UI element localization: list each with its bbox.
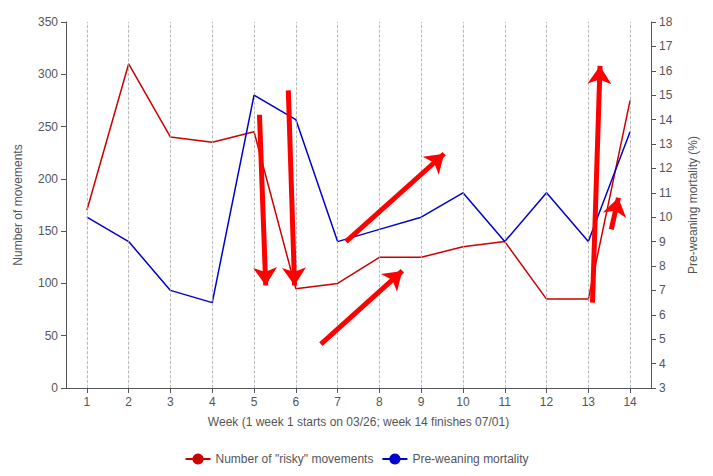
svg-text:6: 6 [292, 395, 299, 409]
svg-text:350: 350 [38, 15, 58, 29]
svg-text:14: 14 [623, 395, 637, 409]
svg-text:16: 16 [659, 64, 673, 78]
svg-text:12: 12 [659, 161, 673, 175]
svg-text:8: 8 [376, 395, 383, 409]
svg-text:3: 3 [659, 381, 666, 395]
svg-text:17: 17 [659, 39, 673, 53]
svg-text:Week (1 week 1 starts on 03/26: Week (1 week 1 starts on 03/26; week 14 … [208, 415, 509, 429]
svg-text:200: 200 [38, 172, 58, 186]
svg-text:Number of "risky" movements: Number of "risky" movements [216, 452, 374, 466]
svg-text:6: 6 [659, 308, 666, 322]
svg-text:4: 4 [209, 395, 216, 409]
svg-text:7: 7 [659, 283, 666, 297]
svg-text:2: 2 [125, 395, 132, 409]
svg-text:10: 10 [456, 395, 470, 409]
svg-text:12: 12 [540, 395, 554, 409]
svg-text:11: 11 [659, 186, 672, 200]
svg-text:1: 1 [84, 395, 91, 409]
svg-text:9: 9 [659, 235, 666, 249]
svg-text:4: 4 [659, 357, 666, 371]
svg-text:5: 5 [659, 332, 666, 346]
svg-text:300: 300 [38, 67, 58, 81]
svg-text:250: 250 [38, 120, 58, 134]
svg-text:13: 13 [659, 137, 673, 151]
svg-text:9: 9 [418, 395, 425, 409]
svg-text:Pre-weaning mortality (%): Pre-weaning mortality (%) [686, 136, 700, 274]
svg-text:0: 0 [51, 381, 58, 395]
svg-text:7: 7 [334, 395, 341, 409]
svg-text:13: 13 [582, 395, 596, 409]
svg-text:100: 100 [38, 276, 58, 290]
svg-text:Pre-weaning mortality: Pre-weaning mortality [412, 452, 528, 466]
svg-text:Number of movements: Number of movements [11, 144, 25, 265]
svg-text:10: 10 [659, 210, 673, 224]
svg-text:8: 8 [659, 259, 666, 273]
svg-text:15: 15 [659, 88, 673, 102]
svg-text:18: 18 [659, 15, 673, 29]
svg-text:14: 14 [659, 113, 673, 127]
svg-text:11: 11 [499, 395, 512, 409]
svg-text:3: 3 [167, 395, 174, 409]
svg-text:50: 50 [45, 329, 59, 343]
svg-text:150: 150 [38, 224, 58, 238]
svg-text:5: 5 [251, 395, 258, 409]
